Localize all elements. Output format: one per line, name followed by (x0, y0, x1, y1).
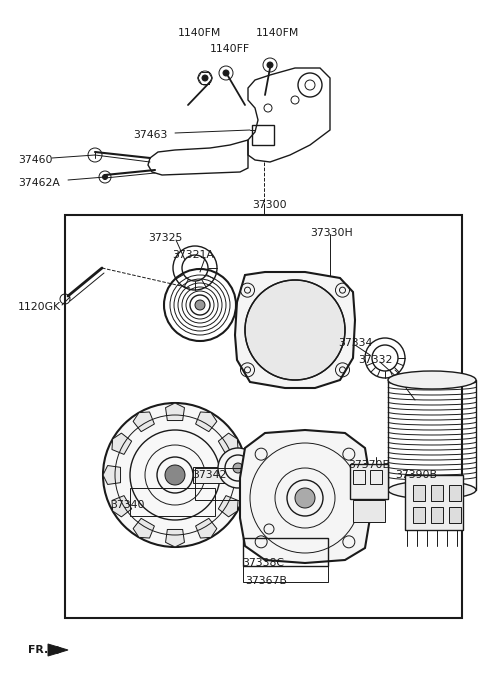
Text: 37463: 37463 (133, 130, 168, 140)
Circle shape (267, 62, 273, 68)
Circle shape (295, 488, 315, 508)
Polygon shape (235, 272, 355, 388)
Circle shape (233, 463, 243, 473)
Bar (370, 470, 382, 484)
Ellipse shape (388, 481, 476, 499)
Text: 1140FM: 1140FM (178, 28, 221, 38)
Bar (243, 538, 328, 566)
Polygon shape (112, 496, 132, 517)
Text: 37462A: 37462A (18, 178, 60, 188)
Polygon shape (166, 403, 184, 421)
Text: 37332: 37332 (358, 355, 392, 365)
Polygon shape (103, 466, 120, 484)
Bar (449, 485, 461, 501)
Text: 37338C: 37338C (242, 558, 284, 568)
Polygon shape (112, 433, 132, 454)
Bar (405, 475, 463, 530)
Bar (243, 566, 328, 582)
Bar (449, 507, 461, 523)
Circle shape (245, 280, 345, 380)
Polygon shape (218, 433, 238, 454)
Bar (431, 507, 443, 523)
Polygon shape (218, 496, 238, 517)
Bar (353, 470, 365, 484)
Circle shape (103, 403, 247, 547)
Polygon shape (196, 412, 217, 432)
Bar (413, 485, 425, 501)
Polygon shape (166, 529, 184, 547)
Bar (353, 500, 385, 522)
Ellipse shape (388, 371, 476, 389)
Text: 37321A: 37321A (172, 250, 214, 260)
Text: FR.: FR. (28, 645, 48, 655)
Text: 37340: 37340 (110, 500, 144, 510)
Bar (252, 125, 274, 145)
Polygon shape (48, 644, 68, 656)
Bar (350, 464, 388, 499)
Bar (413, 507, 425, 523)
Text: 37325: 37325 (148, 233, 182, 243)
Bar (65, 215, 462, 618)
Circle shape (218, 448, 258, 488)
Text: 37370B: 37370B (348, 460, 390, 470)
Text: 37460: 37460 (18, 155, 52, 165)
Circle shape (223, 70, 229, 76)
Text: 37330H: 37330H (310, 228, 353, 238)
Text: 1140FM: 1140FM (256, 28, 300, 38)
Circle shape (202, 75, 208, 81)
Polygon shape (133, 518, 155, 538)
Text: 1120GK: 1120GK (18, 302, 61, 312)
Bar (350, 464, 388, 499)
Text: 37334: 37334 (338, 338, 372, 348)
Text: 37367B: 37367B (245, 576, 287, 586)
Bar (130, 488, 215, 516)
Circle shape (165, 465, 185, 485)
Text: 37390B: 37390B (395, 470, 437, 480)
Polygon shape (229, 466, 247, 484)
Bar (195, 468, 250, 500)
Text: 1140FF: 1140FF (210, 44, 250, 54)
Text: 37300: 37300 (252, 200, 287, 210)
Polygon shape (240, 430, 370, 563)
Polygon shape (196, 518, 217, 538)
Circle shape (195, 300, 205, 310)
Text: 37342: 37342 (192, 470, 227, 480)
Bar (431, 485, 443, 501)
Polygon shape (133, 412, 155, 432)
Circle shape (103, 175, 108, 179)
Bar (193, 467, 233, 483)
